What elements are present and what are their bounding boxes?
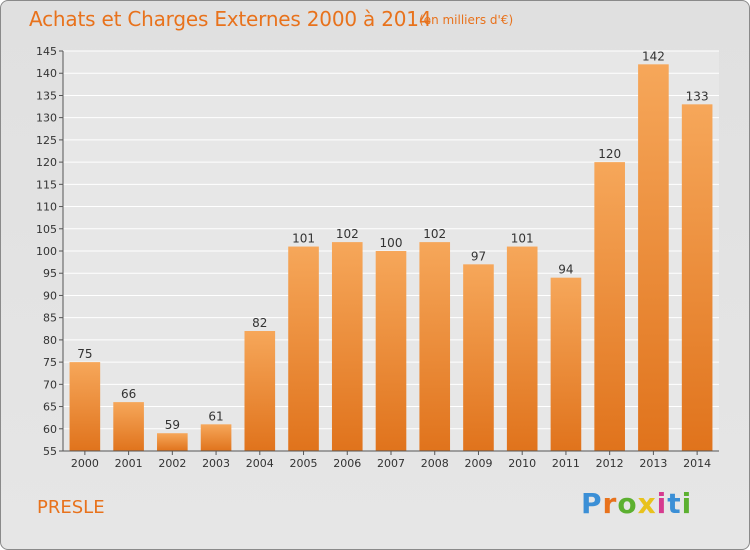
bar-2000 bbox=[69, 362, 101, 451]
bar-value-label: 66 bbox=[121, 387, 136, 401]
y-axis: 55 60 65 70 75 80 85 90 95 100 105 110 115 120 125 130 1… bbox=[36, 45, 64, 458]
y-tick-label: 105 bbox=[36, 223, 57, 236]
y-tick-label: 145 bbox=[36, 45, 57, 58]
logo-letter: P bbox=[581, 487, 603, 520]
bar-value-label: 94 bbox=[558, 263, 573, 277]
y-tick-label: 125 bbox=[36, 134, 57, 147]
bar-value-label: 75 bbox=[77, 347, 92, 361]
x-tick-label: 2011 bbox=[552, 457, 580, 470]
x-tick-label: 2004 bbox=[246, 457, 274, 470]
x-tick-label: 2008 bbox=[421, 457, 449, 470]
logo-letter: i bbox=[656, 487, 668, 520]
bar-value-label: 61 bbox=[208, 409, 223, 423]
bar-2013 bbox=[638, 64, 669, 452]
bar-2010 bbox=[506, 246, 538, 451]
x-tick-label: 2010 bbox=[508, 457, 536, 470]
bar-2012 bbox=[594, 162, 625, 451]
bar-value-label: 59 bbox=[165, 418, 180, 432]
bar-2011 bbox=[550, 277, 582, 451]
bar-2003 bbox=[200, 424, 232, 451]
x-tick-label: 2005 bbox=[290, 457, 318, 470]
x-tick-label: 2006 bbox=[333, 457, 361, 470]
bar-2014 bbox=[681, 104, 713, 451]
y-tick-label: 70 bbox=[43, 378, 57, 391]
x-axis: 2000 2001 2002 2003 2004 2005 2006 2007 2008 2009… bbox=[63, 450, 719, 470]
logo-letter: i bbox=[681, 487, 693, 520]
bar-2005 bbox=[288, 246, 319, 451]
bar-2001 bbox=[113, 402, 144, 451]
bars: 75 66 59 61 82 101 102 100 102 97 101 94 120 142 133 bbox=[69, 49, 713, 452]
chart-title: Achats et Charges Externes 2000 à 2014 bbox=[29, 7, 432, 31]
bar-value-label: 97 bbox=[471, 249, 486, 263]
bar-value-label: 120 bbox=[598, 147, 621, 161]
bar-value-label: 102 bbox=[423, 227, 446, 241]
commune-name: PRESLE bbox=[37, 497, 105, 518]
proxiti-logo: Proxiti bbox=[581, 487, 692, 520]
bar-value-label: 101 bbox=[511, 232, 534, 246]
logo-letter: r bbox=[602, 487, 618, 520]
y-tick-label: 65 bbox=[43, 401, 57, 414]
bar-value-label: 142 bbox=[642, 49, 665, 63]
y-tick-label: 80 bbox=[43, 334, 57, 347]
bar-2004 bbox=[244, 331, 276, 451]
bar-value-label: 102 bbox=[336, 227, 359, 241]
y-tick-label: 120 bbox=[36, 156, 57, 169]
y-tick-label: 135 bbox=[36, 89, 57, 102]
bar-2002 bbox=[157, 433, 188, 451]
x-tick-label: 2014 bbox=[683, 457, 711, 470]
logo-letter: o bbox=[617, 487, 638, 520]
bar-value-label: 100 bbox=[380, 236, 403, 250]
y-tick-label: 55 bbox=[43, 445, 57, 458]
y-tick-label: 115 bbox=[36, 178, 57, 191]
x-tick-label: 2013 bbox=[639, 457, 667, 470]
bar-value-label: 82 bbox=[252, 316, 267, 330]
bar-2009 bbox=[463, 264, 494, 451]
x-tick-label: 2007 bbox=[377, 457, 405, 470]
x-tick-label: 2000 bbox=[71, 457, 99, 470]
bar-2006 bbox=[331, 242, 363, 451]
y-tick-label: 110 bbox=[36, 201, 57, 214]
y-tick-label: 130 bbox=[36, 112, 57, 125]
bar-2008 bbox=[419, 242, 451, 451]
x-tick-label: 2001 bbox=[115, 457, 143, 470]
y-tick-label: 100 bbox=[36, 245, 57, 258]
bar-2007 bbox=[375, 251, 407, 451]
bar-value-label: 133 bbox=[686, 89, 709, 103]
y-tick-label: 90 bbox=[43, 289, 57, 302]
x-tick-label: 2003 bbox=[202, 457, 230, 470]
y-tick-label: 85 bbox=[43, 312, 57, 325]
y-tick-label: 95 bbox=[43, 267, 57, 280]
x-tick-label: 2009 bbox=[464, 457, 492, 470]
logo-letter: t bbox=[667, 487, 682, 520]
x-tick-label: 2012 bbox=[596, 457, 624, 470]
x-tick-label: 2002 bbox=[158, 457, 186, 470]
y-tick-label: 60 bbox=[43, 423, 57, 436]
unit-note: (en milliers d'€) bbox=[419, 13, 514, 27]
bar-value-label: 101 bbox=[292, 232, 315, 246]
logo-letter: x bbox=[637, 487, 657, 520]
y-tick-label: 75 bbox=[43, 356, 57, 369]
y-tick-label: 140 bbox=[36, 67, 57, 80]
